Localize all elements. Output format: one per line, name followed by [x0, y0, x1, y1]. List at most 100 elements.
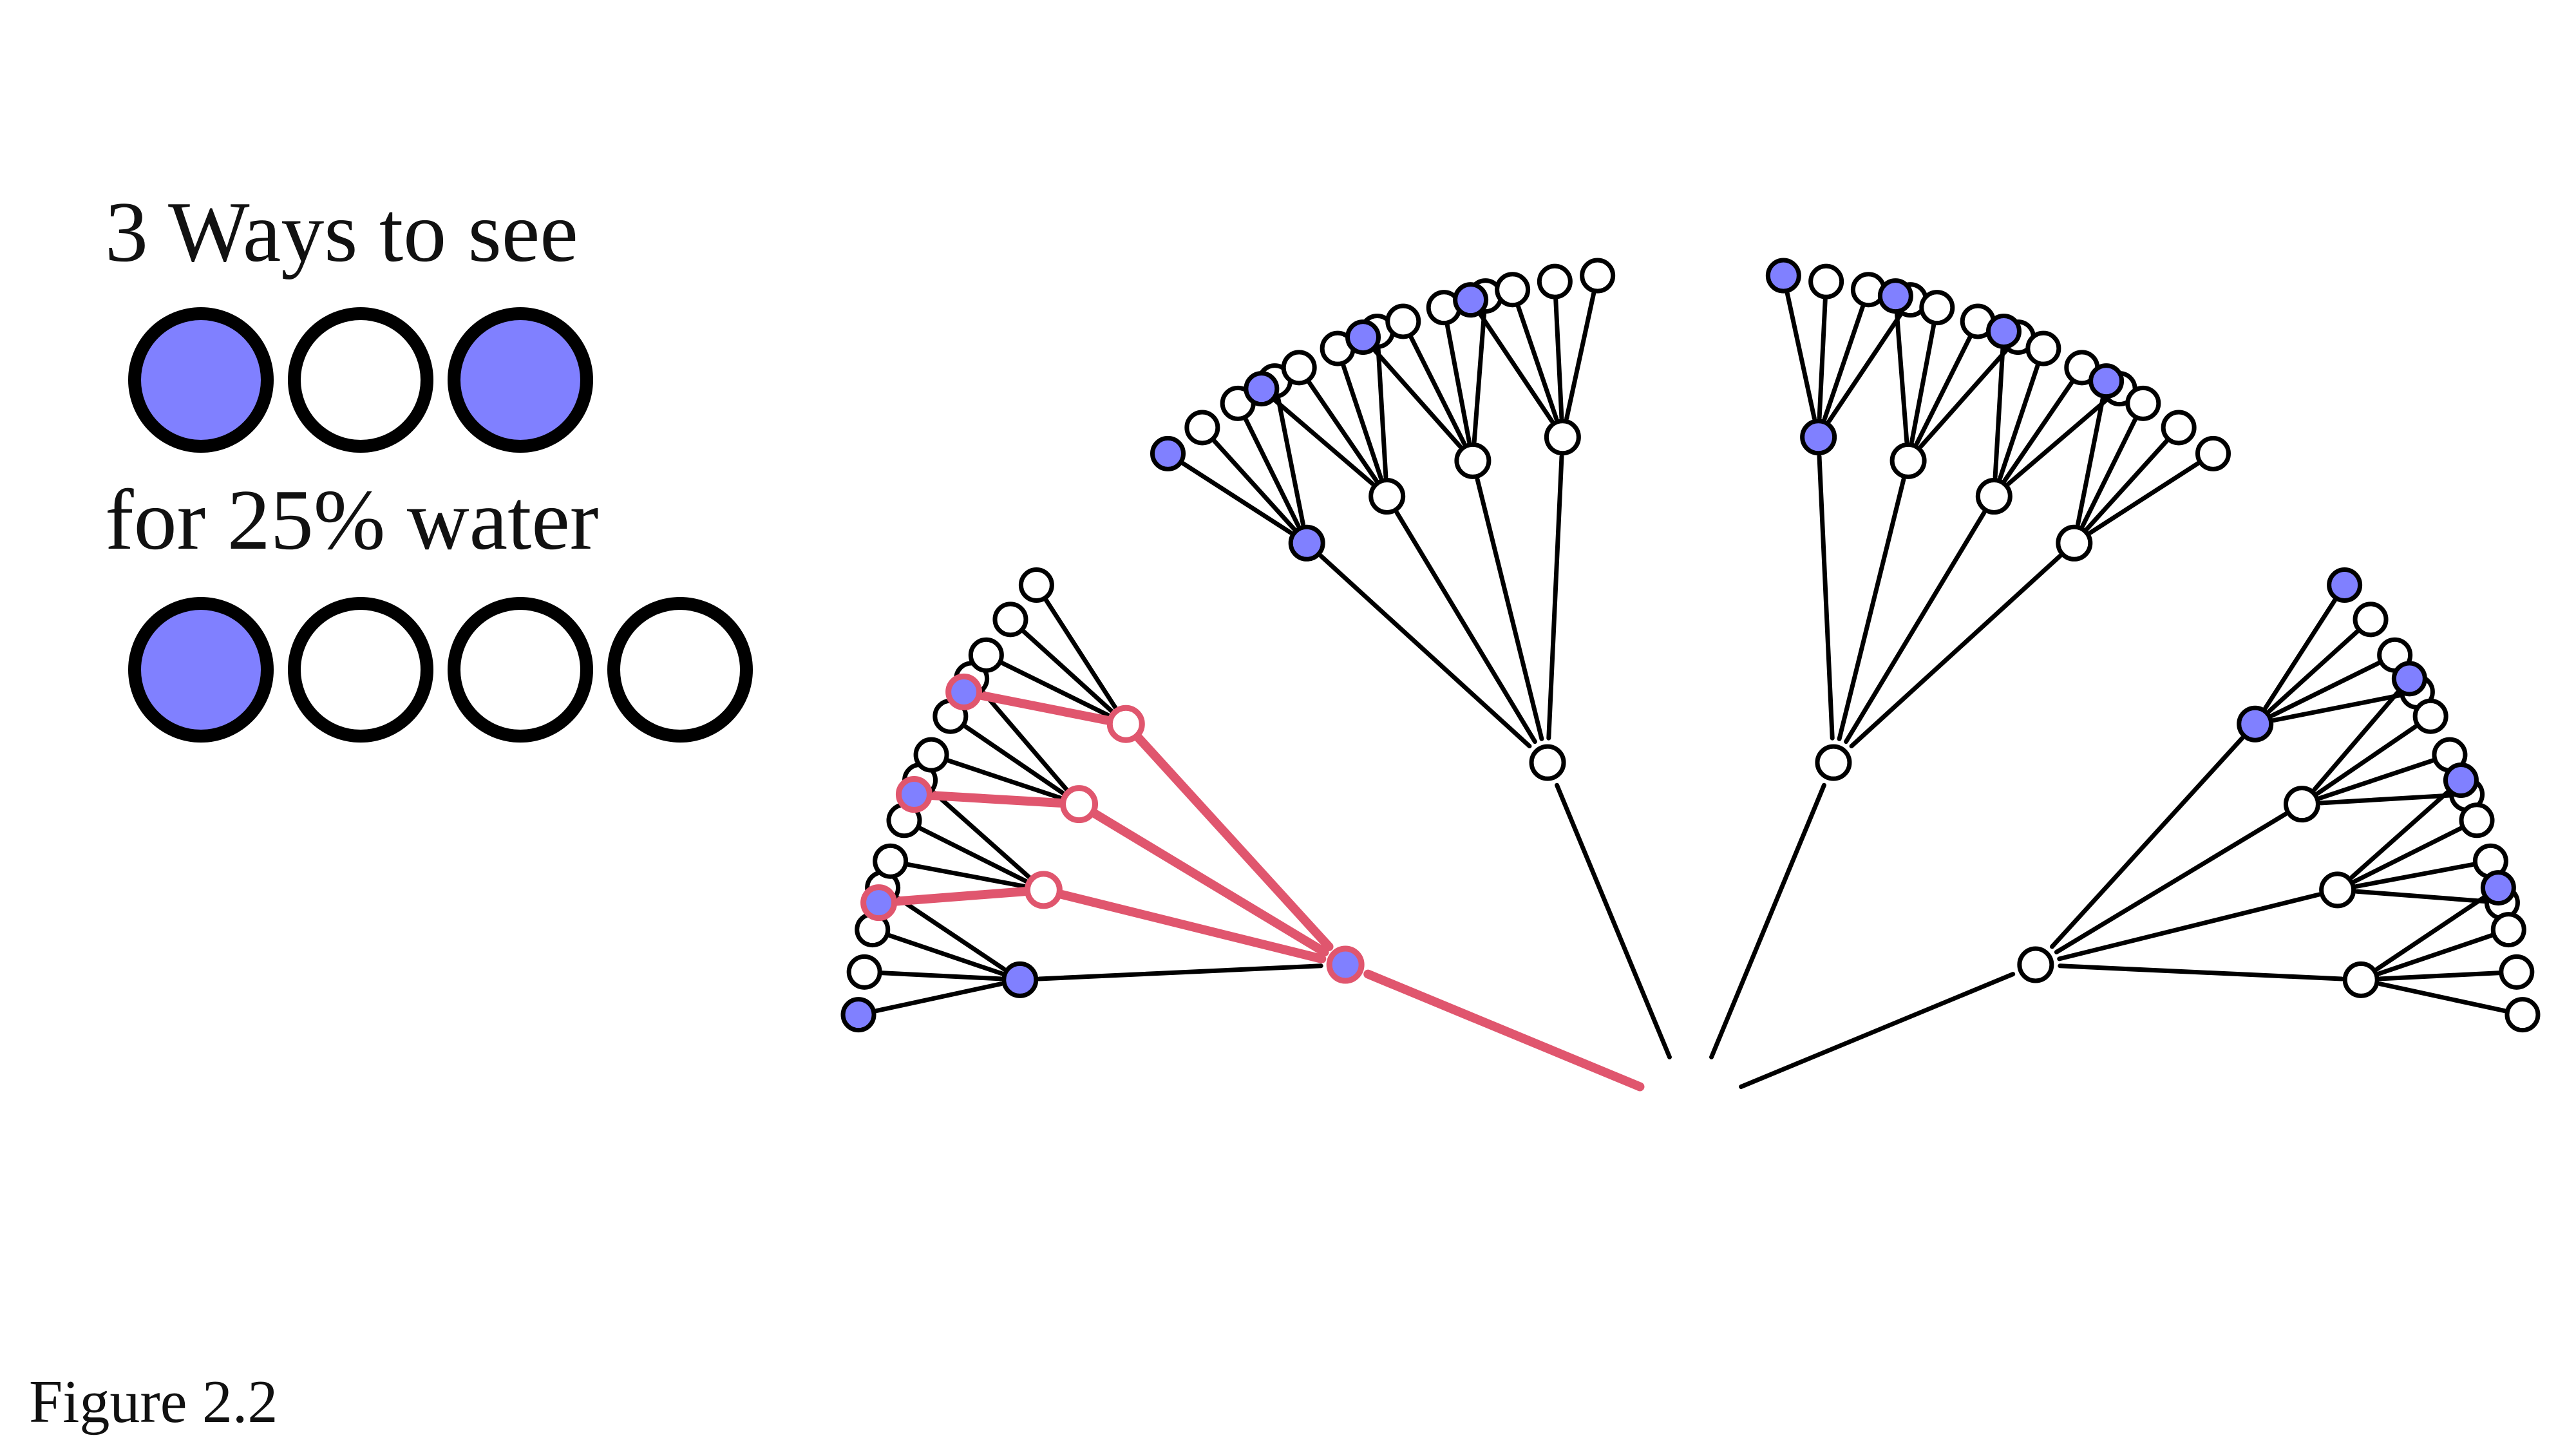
legend-subheading: for 25% water: [105, 472, 599, 567]
branch-line-level-3: [2352, 826, 2463, 884]
marble-node-level-3-water: [840, 997, 876, 1033]
marble-node-level-2-water: [1288, 524, 1325, 562]
marble-node-level-3-water: [1453, 282, 1489, 318]
marble-node-level-3-land: [992, 601, 1028, 638]
branch-line-level-3: [1918, 348, 2009, 449]
branch-line-level-3: [2378, 971, 2501, 981]
marble-node-level-3-land: [1385, 303, 1421, 339]
marble-node-level-3-land: [2412, 698, 2448, 734]
branch-line-level-2: [1475, 477, 1544, 741]
branch-line-level-3: [2270, 661, 2382, 718]
marble-node-level-2-land: [2056, 524, 2093, 562]
marble-node-level-3-water: [2391, 661, 2427, 697]
branch-line-level-3: [1895, 311, 1909, 444]
observation-marble-water: [448, 307, 593, 453]
branch-line-level-3: [1180, 461, 1293, 535]
branch-line-level-3: [1516, 304, 1559, 421]
branch-line-level-3: [977, 690, 1112, 725]
marble-node-level-3-water: [1244, 371, 1280, 407]
branch-line-level-3: [887, 933, 1004, 976]
branch-line-level-2: [1134, 734, 1334, 951]
branch-line-level-3: [905, 862, 1027, 889]
marble-node-level-1-water: [1326, 945, 1365, 984]
marble-node-level-3-land: [2161, 410, 2197, 446]
branch-line-level-3: [2085, 439, 2169, 531]
observation-marble-land: [288, 307, 433, 453]
branch-line-level-3: [1408, 335, 1466, 446]
marble-node-level-3-water: [1985, 313, 2022, 349]
branch-line-level-2: [2054, 811, 2288, 954]
branch-line-level-3: [2354, 889, 2487, 904]
branch-line-level-3: [1444, 323, 1472, 444]
marble-node-level-2-land: [1106, 705, 1145, 743]
branch-line-level-3: [2088, 461, 2201, 535]
branch-line-level-3: [1341, 363, 1383, 480]
branch-line-level-3: [2263, 598, 2337, 710]
marble-node-level-3-land: [2499, 954, 2535, 990]
branch-line-level-3: [2315, 724, 2418, 796]
branch-line-level-3: [946, 758, 1063, 800]
branch-line-level-3: [2002, 380, 2074, 483]
branch-line-level-3: [2312, 690, 2400, 792]
branch-line-level-1: [1363, 969, 1645, 1092]
branch-line-level-3: [2354, 862, 2476, 889]
branch-line-level-3: [873, 981, 1003, 1014]
branch-line-level-2: [2057, 892, 2322, 961]
marble-node-level-3-water: [2088, 363, 2125, 399]
legend-marbles: [128, 307, 753, 743]
branch-line-level-3: [1817, 297, 1828, 421]
marble-node-level-3-water: [1765, 258, 1801, 294]
marble-node-level-2-land: [1454, 442, 1492, 479]
marble-node-level-3-land: [1919, 290, 1955, 326]
branch-line-level-2: [1844, 510, 1987, 744]
branch-line-level-3: [1307, 380, 1379, 483]
marble-node-level-3-land: [2125, 385, 2161, 421]
branch-line-level-3: [927, 791, 1065, 808]
branch-line-level-3: [895, 895, 1007, 972]
branch-line-level-3: [1472, 311, 1486, 444]
marble-node-level-3-land: [1808, 263, 1844, 299]
figure-caption: Figure 2.2: [29, 1368, 278, 1435]
branch-line-level-3: [1376, 346, 1388, 480]
branch-line-level-1: [1739, 972, 2016, 1089]
marble-node-level-3-water: [2327, 567, 2363, 603]
marble-node-level-3-land: [2195, 435, 2231, 471]
branch-line-level-3: [1998, 363, 2040, 480]
branch-line-level-3: [981, 690, 1069, 792]
marble-node-level-3-land: [1018, 567, 1054, 603]
marble-node-level-3-water: [2480, 870, 2516, 906]
marble-node-level-2-land: [1544, 419, 1581, 456]
marble-node-level-3-water: [1345, 319, 1381, 355]
branch-line-level-1: [1555, 782, 1672, 1059]
marble-node-level-2-land: [1889, 442, 1927, 479]
marble-node-level-3-water: [945, 673, 983, 710]
branch-line-level-3: [999, 661, 1111, 718]
branch-line-level-3: [880, 971, 1003, 981]
branch-line-level-2: [1817, 454, 1835, 741]
marble-node-level-3-land: [968, 637, 1004, 673]
marble-node-level-2-land: [1024, 871, 1063, 909]
marble-node-level-3-land: [1281, 350, 1317, 386]
branch-line-level-3: [1553, 297, 1564, 421]
branch-line-level-2: [2058, 963, 2344, 981]
branch-line-level-3: [1822, 304, 1865, 421]
marble-node-level-3-land: [1495, 272, 1531, 308]
branch-line-level-3: [2349, 790, 2450, 880]
branch-line-level-3: [1212, 439, 1296, 531]
branch-line-level-3: [963, 724, 1066, 796]
legend-heading: 3 Ways to see: [105, 184, 578, 279]
branch-line-level-3: [1244, 417, 1301, 528]
marble-node-level-3-land: [1537, 263, 1573, 299]
marble-node-level-3-water: [895, 776, 933, 813]
branch-line-level-3: [2378, 981, 2508, 1014]
branch-line-level-1: [1709, 782, 1826, 1059]
marble-node-level-3-land: [2353, 601, 2389, 638]
marble-node-level-1-land: [2017, 946, 2054, 983]
marble-node-level-2-land: [2283, 786, 2320, 823]
branch-line-level-3: [2377, 933, 2494, 976]
marble-node-level-3-land: [2505, 997, 2541, 1033]
branch-line-level-3: [2271, 693, 2402, 723]
branch-line-level-3: [1564, 290, 1596, 421]
branch-line-level-3: [1915, 335, 1973, 446]
marble-node-level-2-land: [2342, 961, 2380, 998]
